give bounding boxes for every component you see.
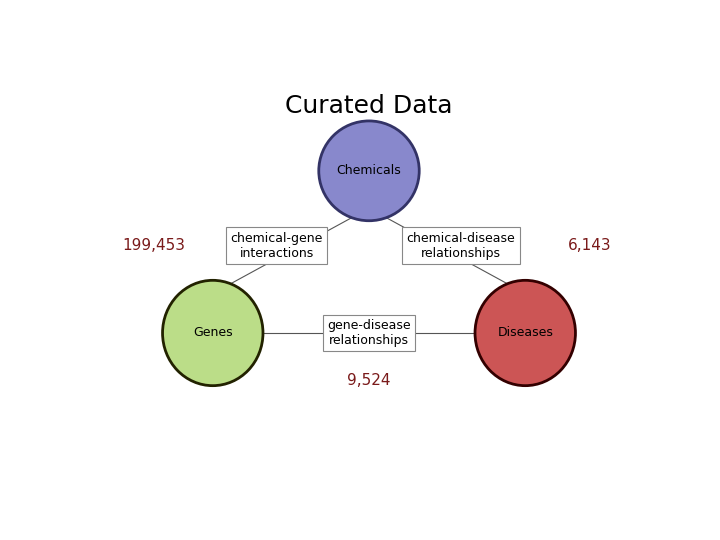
- Text: 199,453: 199,453: [122, 238, 186, 253]
- Text: Curated Data: Curated Data: [285, 94, 453, 118]
- Text: 9,524: 9,524: [347, 373, 391, 388]
- Text: Diseases: Diseases: [498, 327, 553, 340]
- Ellipse shape: [475, 280, 575, 386]
- Text: Genes: Genes: [193, 327, 233, 340]
- Text: gene-disease
relationships: gene-disease relationships: [327, 319, 411, 347]
- Ellipse shape: [163, 280, 263, 386]
- Text: chemical-disease
relationships: chemical-disease relationships: [407, 232, 516, 260]
- Ellipse shape: [319, 121, 419, 221]
- Text: 6,143: 6,143: [567, 238, 611, 253]
- Text: Chemicals: Chemicals: [337, 164, 401, 177]
- Text: chemical-gene
interactions: chemical-gene interactions: [230, 232, 323, 260]
